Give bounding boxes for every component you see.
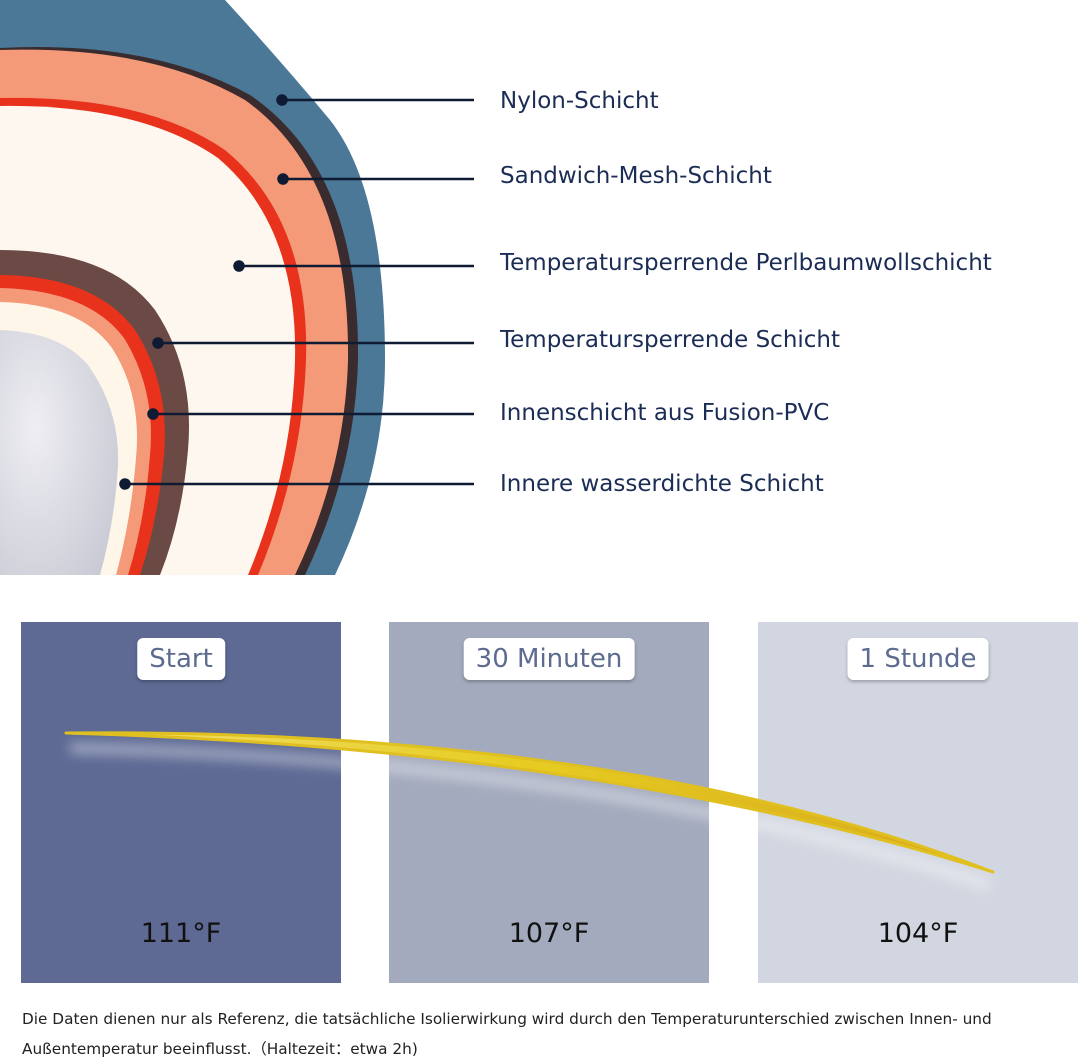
layer-cross-section-illustration: [0, 0, 474, 575]
layer-label-pearl-cotton: Temperatursperrende Perlbaumwollschicht: [500, 250, 992, 276]
footnote-disclaimer: Die Daten dienen nur als Referenz, die t…: [22, 1010, 992, 1058]
layer-label-nylon: Nylon-Schicht: [500, 88, 659, 114]
inner-waterproof-shape: [0, 330, 119, 575]
leader-dot-mesh: [277, 173, 289, 185]
stage-panel-1-hour: 1 Stunde 104°F: [758, 622, 1078, 983]
leader-dot-pearl-cotton: [233, 260, 245, 272]
stage-label-30-minutes: 30 Minuten: [463, 638, 635, 680]
stage-temperature-start: 111°F: [140, 918, 222, 949]
stage-temperature-30-minutes: 107°F: [508, 918, 590, 949]
stage-panel-30-minutes: 30 Minuten 107°F: [389, 622, 709, 983]
layer-label-fusion-pvc: Innenschicht aus Fusion-PVC: [500, 400, 830, 426]
leader-dot-waterproof: [119, 478, 131, 490]
layer-label-sandwich-mesh: Sandwich-Mesh-Schicht: [500, 163, 772, 189]
stage-panel-start: Start 111°F: [21, 622, 341, 983]
layer-label-waterproof: Innere wasserdichte Schicht: [500, 471, 824, 497]
stage-label-start: Start: [137, 638, 225, 680]
leader-dot-fusion-pvc: [147, 408, 159, 420]
leader-dot-nylon: [276, 94, 288, 106]
stage-temperature-1-hour: 104°F: [877, 918, 959, 949]
leader-dot-temperature-barrier: [152, 337, 164, 349]
layer-label-temperature-barrier: Temperatursperrende Schicht: [500, 327, 841, 353]
stage-label-1-hour: 1 Stunde: [847, 638, 989, 680]
